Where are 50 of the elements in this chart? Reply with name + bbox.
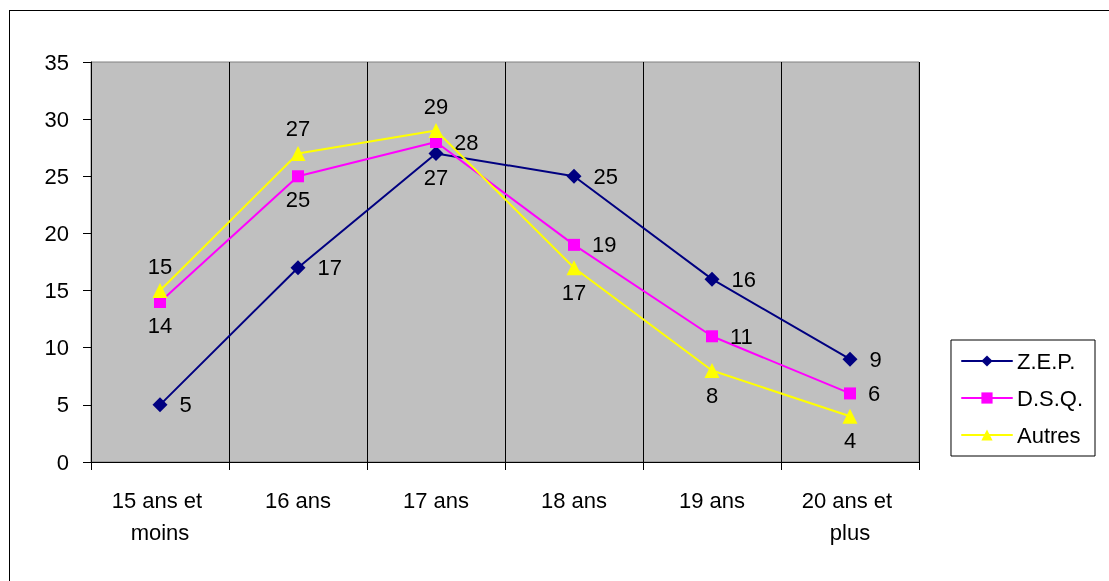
data-label: 8	[705, 382, 719, 408]
point	[844, 387, 856, 400]
point	[292, 170, 304, 183]
x-tick-label: 19 ans	[678, 487, 746, 513]
data-label: 6	[868, 380, 881, 406]
point	[566, 168, 582, 184]
data-label: 25	[593, 163, 618, 189]
data-label: 9	[869, 346, 882, 372]
legend-label: Autres	[1016, 422, 1081, 448]
data-label: 29	[423, 93, 449, 119]
data-label: 17	[561, 279, 587, 305]
data-label: 14	[147, 312, 173, 338]
data-label: 27	[285, 116, 311, 142]
data-label: 19	[592, 232, 617, 258]
data-label: 4	[843, 428, 857, 454]
data-label: 16	[731, 266, 756, 292]
data-label: 25	[285, 186, 311, 212]
point	[842, 408, 858, 424]
x-tick-label: 17 ans	[402, 487, 470, 513]
y-tick-label: 5	[56, 392, 69, 418]
point	[290, 145, 306, 161]
data-label: 5	[179, 392, 192, 418]
y-tick-label: 20	[44, 220, 69, 246]
point	[290, 260, 306, 276]
y-tick-label: 10	[44, 335, 69, 361]
point	[428, 123, 444, 139]
point	[704, 363, 720, 379]
legend-label: D.S.Q.	[1016, 385, 1083, 411]
y-tick-label: 0	[56, 449, 69, 475]
y-tick-label: 35	[44, 49, 69, 75]
point	[568, 238, 580, 251]
point	[566, 260, 582, 276]
data-label: 28	[454, 129, 479, 155]
data-label: 15	[147, 253, 173, 279]
y-tick-label: 25	[44, 163, 69, 189]
data-label: 17	[317, 255, 342, 281]
y-tick-label: 15	[44, 278, 69, 304]
x-tick-label: 15 ans et moins	[111, 487, 209, 545]
point	[842, 351, 858, 367]
y-tick-label: 30	[44, 106, 69, 132]
data-label: 11	[730, 323, 753, 349]
x-tick-label: 20 ans et plus	[801, 487, 899, 545]
x-tick-label: 16 ans	[264, 487, 332, 513]
point	[704, 271, 720, 287]
legend-label: Z.E.P.	[1016, 348, 1076, 374]
point	[706, 330, 718, 343]
data-label: 27	[423, 165, 449, 191]
point	[152, 397, 168, 413]
x-tick-label: 18 ans	[540, 487, 608, 513]
point	[152, 283, 168, 299]
